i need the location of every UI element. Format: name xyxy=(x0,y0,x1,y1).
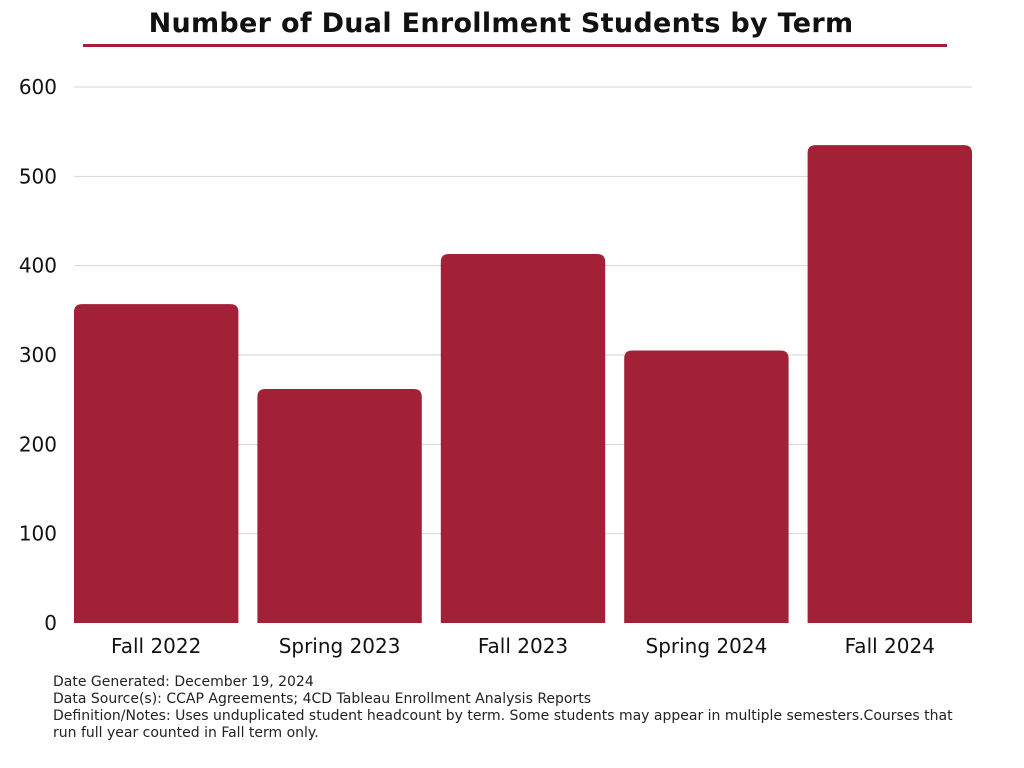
x-tick-label: Fall 2023 xyxy=(478,634,568,658)
x-tick-label: Fall 2022 xyxy=(111,634,201,658)
footer-notes-value: Uses unduplicated student headcount by t… xyxy=(53,708,953,741)
bar-fall-2024 xyxy=(807,145,972,624)
y-tick-label: 400 xyxy=(19,254,57,278)
footer-date-label: Date Generated: xyxy=(53,674,170,690)
footer-source-label: Data Source(s): xyxy=(53,691,162,707)
y-tick-label: 600 xyxy=(19,75,57,99)
bars xyxy=(74,145,972,624)
footer-notes-line: Definition/Notes: Uses unduplicated stud… xyxy=(53,708,953,742)
footer-source-line: Data Source(s): CCAP Agreements; 4CD Tab… xyxy=(53,691,953,708)
bar-spring-2023 xyxy=(257,388,422,623)
footer-source-value: CCAP Agreements; 4CD Tableau Enrollment … xyxy=(166,691,592,707)
y-tick-label: 0 xyxy=(44,611,57,635)
y-tick-label: 200 xyxy=(19,432,57,456)
bar-spring-2024 xyxy=(624,350,789,623)
chart-title: Number of Dual Enrollment Students by Te… xyxy=(148,8,854,39)
footer-notes-label: Definition/Notes: xyxy=(53,708,171,724)
chart-footer: Date Generated: December 19, 2024 Data S… xyxy=(53,674,953,742)
footer-date-line: Date Generated: December 19, 2024 xyxy=(53,674,953,691)
bar-fall-2023 xyxy=(440,254,606,623)
x-tick-label: Spring 2024 xyxy=(646,634,768,658)
y-tick-label: 500 xyxy=(19,164,57,188)
x-tick-label: Fall 2024 xyxy=(845,634,935,658)
y-tick-label: 300 xyxy=(19,343,57,367)
bar-fall-2022 xyxy=(74,304,239,623)
y-tick-label: 100 xyxy=(19,522,57,546)
x-axis-tick-labels: Fall 2022 Spring 2023 Fall 2023 Spring 2024… xyxy=(111,634,935,658)
title-underline xyxy=(83,44,947,47)
x-tick-label: Spring 2023 xyxy=(279,634,401,658)
bar-chart: 0 100 200 300 400 500 600 Fall 2022 Spring 2023… xyxy=(19,75,972,658)
footer-date-value: December 19, 2024 xyxy=(174,674,314,690)
y-axis-tick-labels: 0 100 200 300 400 500 600 xyxy=(19,75,57,635)
